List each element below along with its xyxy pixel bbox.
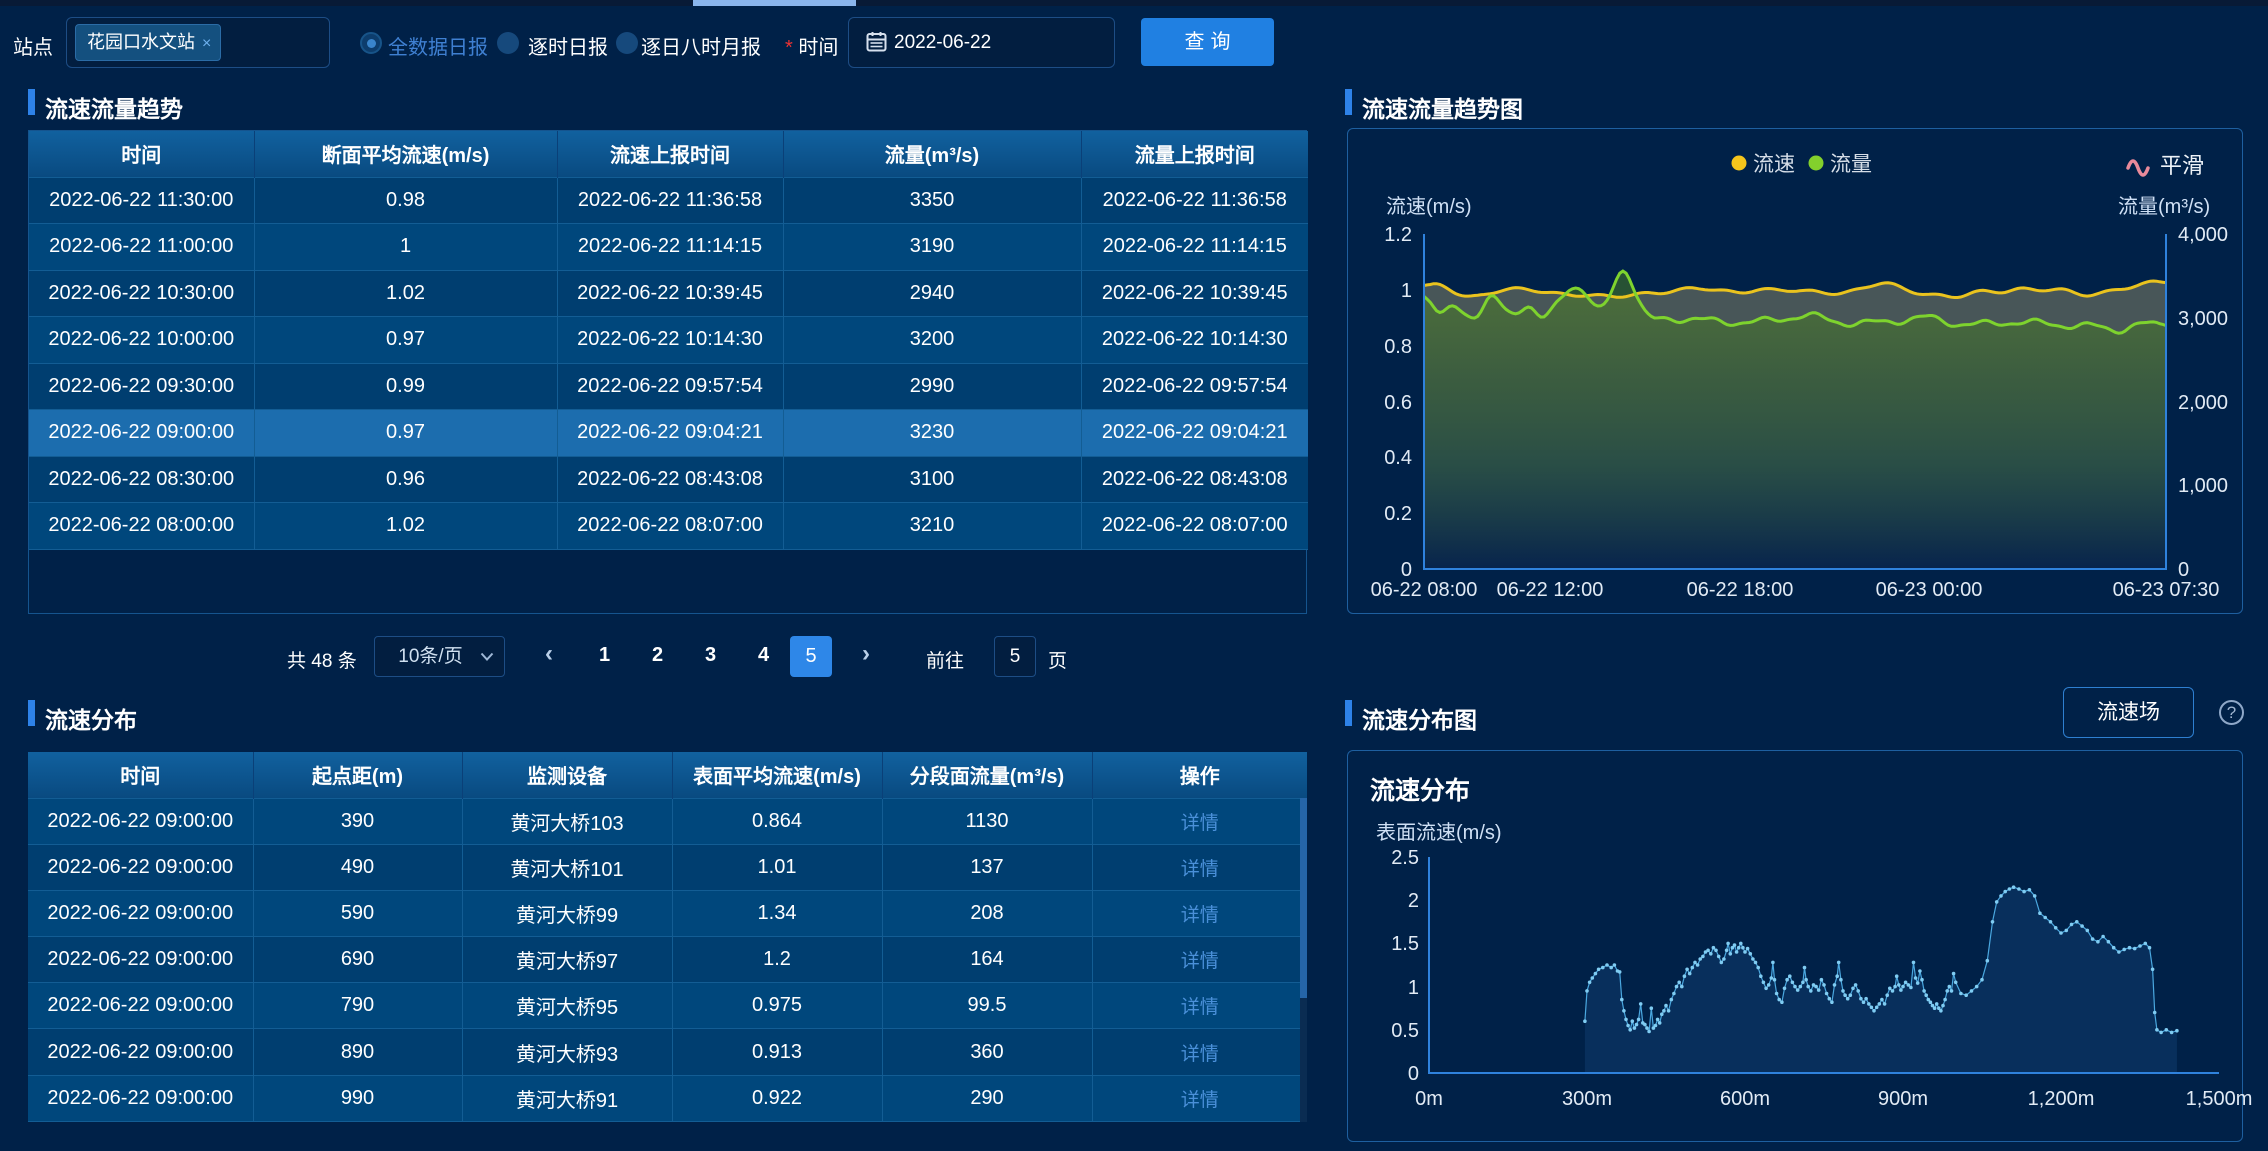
svg-text:600m: 600m — [1720, 1088, 1770, 1110]
svg-text:06-23 07:30: 06-23 07:30 — [2113, 579, 2220, 601]
svg-text:0.5: 0.5 — [1391, 1020, 1419, 1042]
svg-text:流量: 流量 — [1830, 153, 1872, 176]
svg-text:2,000: 2,000 — [2178, 392, 2228, 414]
svg-text:4,000: 4,000 — [2178, 224, 2228, 246]
svg-text:3,000: 3,000 — [2178, 308, 2228, 330]
svg-text:表面流速(m/s): 表面流速(m/s) — [1376, 821, 1502, 844]
svg-text:流速分布: 流速分布 — [1370, 776, 1470, 805]
svg-text:0: 0 — [2178, 559, 2189, 581]
svg-text:0.8: 0.8 — [1384, 336, 1412, 358]
svg-text:900m: 900m — [1878, 1088, 1928, 1110]
svg-text:流速: 流速 — [1753, 153, 1795, 176]
svg-text:06-22 12:00: 06-22 12:00 — [1497, 579, 1604, 601]
svg-text:0.4: 0.4 — [1384, 447, 1412, 469]
svg-text:1,200m: 1,200m — [2028, 1088, 2095, 1110]
svg-text:平滑: 平滑 — [2160, 153, 2204, 178]
svg-text:1: 1 — [1401, 280, 1412, 302]
svg-text:1,000: 1,000 — [2178, 475, 2228, 497]
svg-text:0: 0 — [1401, 559, 1412, 581]
svg-text:0m: 0m — [1415, 1088, 1443, 1110]
svg-text:2.5: 2.5 — [1391, 847, 1419, 869]
svg-text:1.2: 1.2 — [1384, 224, 1412, 246]
svg-text:06-23 00:00: 06-23 00:00 — [1876, 579, 1983, 601]
svg-text:06-22 18:00: 06-22 18:00 — [1687, 579, 1794, 601]
svg-text:300m: 300m — [1562, 1088, 1612, 1110]
svg-text:0.2: 0.2 — [1384, 503, 1412, 525]
svg-text:2: 2 — [1408, 890, 1419, 912]
svg-text:1: 1 — [1408, 977, 1419, 999]
svg-text:流速(m/s): 流速(m/s) — [1386, 195, 1472, 218]
svg-text:06-22 08:00: 06-22 08:00 — [1371, 579, 1478, 601]
svg-text:1,500m: 1,500m — [2186, 1088, 2253, 1110]
svg-text:流量(m³/s): 流量(m³/s) — [2118, 195, 2210, 218]
svg-text:0: 0 — [1408, 1063, 1419, 1085]
svg-text:1.5: 1.5 — [1391, 933, 1419, 955]
svg-text:0.6: 0.6 — [1384, 392, 1412, 414]
